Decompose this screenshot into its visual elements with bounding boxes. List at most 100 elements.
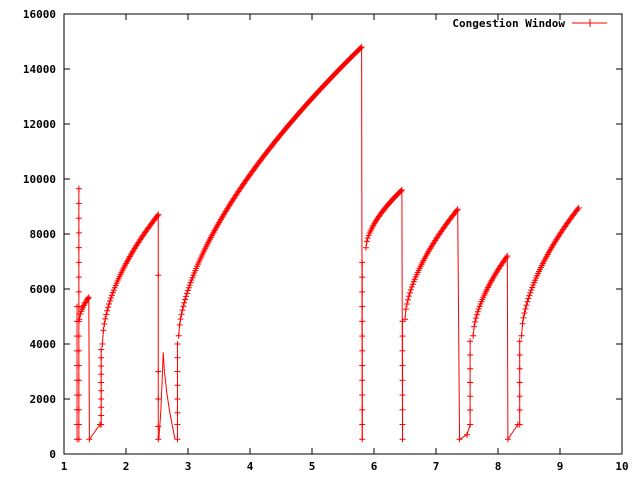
data-point <box>523 302 530 309</box>
data-point <box>174 341 181 347</box>
data-point <box>86 436 93 443</box>
data-point <box>467 365 474 372</box>
y-axis: 0 2000 4000 6000 8000 10000 12000 14000 16000 <box>23 8 622 461</box>
data-point <box>107 297 114 304</box>
data-point <box>467 379 474 386</box>
series-segment <box>518 204 582 339</box>
data-point <box>467 407 474 413</box>
data-point <box>404 296 411 303</box>
data-point <box>472 315 479 322</box>
series-line <box>178 46 362 336</box>
series-segment <box>457 209 461 440</box>
data-point <box>75 274 82 281</box>
data-point <box>516 365 523 372</box>
data-point <box>101 320 108 327</box>
data-point <box>359 274 366 281</box>
series-segment <box>470 253 511 339</box>
data-point <box>98 379 105 386</box>
data-point <box>174 396 181 402</box>
data-point <box>399 362 406 369</box>
data-point <box>516 352 523 358</box>
x-tick-label: 5 <box>309 460 316 473</box>
series-segment <box>516 338 523 428</box>
series-line <box>158 352 176 440</box>
x-tick-label: 10 <box>615 460 628 473</box>
data-point <box>474 308 481 315</box>
data-point <box>179 307 186 314</box>
data-point <box>174 354 181 361</box>
data-point <box>177 316 184 323</box>
data-point <box>409 281 416 288</box>
data-point <box>359 288 366 295</box>
data-point <box>183 290 190 297</box>
data-point <box>75 436 82 443</box>
data-point <box>516 379 523 386</box>
series-line <box>404 208 459 320</box>
data-point <box>359 318 366 325</box>
data-point <box>521 310 528 317</box>
data-point <box>472 318 479 325</box>
data-point <box>359 436 366 443</box>
series-line <box>88 297 90 440</box>
x-tick-label: 3 <box>185 460 192 473</box>
series-segment <box>76 294 92 323</box>
y-tick-label: 10000 <box>23 173 56 186</box>
plot-area <box>63 13 623 455</box>
data-point <box>185 284 192 291</box>
data-point <box>98 412 105 419</box>
data-point <box>408 283 415 290</box>
y-tick-label: 14000 <box>23 63 56 76</box>
data-point <box>174 382 181 389</box>
data-point <box>75 333 82 340</box>
y-tick-label: 0 <box>49 448 56 461</box>
data-point <box>363 238 370 245</box>
x-axis: 1 2 3 4 5 6 7 8 9 10 <box>61 14 629 473</box>
data-point <box>467 421 474 428</box>
x-tick-label: 2 <box>123 460 130 473</box>
data-point <box>504 436 511 443</box>
data-point <box>359 259 366 266</box>
data-point <box>186 282 193 289</box>
series-line <box>457 209 461 440</box>
data-point <box>406 289 413 296</box>
data-point <box>405 293 412 300</box>
data-point <box>100 327 107 334</box>
data-point <box>98 421 105 428</box>
data-point <box>176 321 183 328</box>
data-point <box>155 272 162 279</box>
data-point <box>519 320 526 327</box>
y-tick-label: 2000 <box>30 393 57 406</box>
data-point <box>183 293 190 300</box>
data-point <box>75 185 82 192</box>
series-line <box>521 207 579 336</box>
data-point <box>98 396 105 402</box>
data-point <box>106 300 113 307</box>
data-point <box>108 292 115 299</box>
data-point <box>75 288 82 295</box>
data-point <box>154 212 161 219</box>
data-point <box>357 44 364 51</box>
data-point <box>75 392 82 399</box>
data-point <box>75 200 82 207</box>
data-point <box>399 436 406 443</box>
data-point <box>397 187 404 194</box>
data-point <box>516 393 523 400</box>
data-point <box>520 314 527 321</box>
x-tick-label: 6 <box>371 460 378 473</box>
data-point <box>516 421 523 428</box>
series-segment <box>99 211 162 347</box>
data-point <box>104 307 111 314</box>
data-point <box>155 211 162 218</box>
series-line <box>459 424 471 440</box>
y-tick-label: 4000 <box>30 338 57 351</box>
series-line <box>506 255 509 440</box>
x-tick-label: 1 <box>61 460 68 473</box>
data-point <box>75 303 82 310</box>
data-point <box>75 362 82 369</box>
data-point <box>516 338 523 345</box>
data-point <box>575 204 582 211</box>
y-tick-label: 8000 <box>30 228 57 241</box>
data-point <box>527 289 534 296</box>
series-segment <box>402 206 461 323</box>
data-point <box>402 316 408 323</box>
